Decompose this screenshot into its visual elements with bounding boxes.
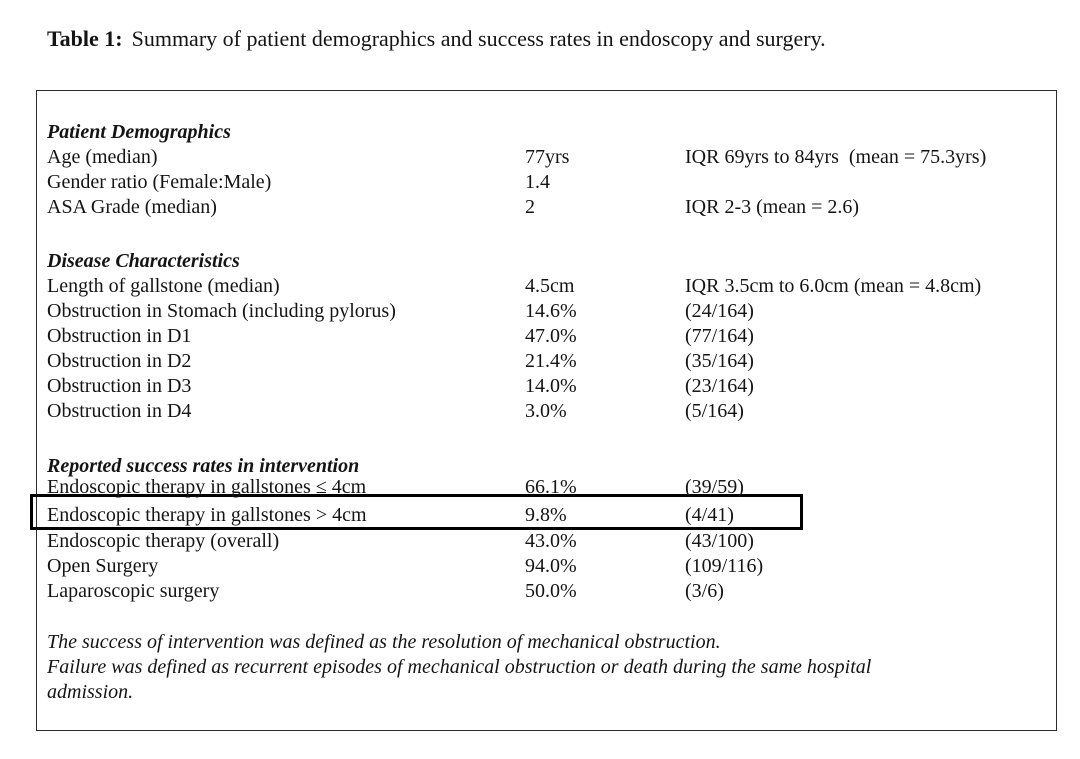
- section-header-success-rates: Reported success rates in intervention: [0, 454, 1080, 479]
- row-label: ASA Grade (median): [47, 196, 217, 218]
- section-header-label: Disease Characteristics: [47, 250, 240, 272]
- section-header-patient-demographics: Patient Demographics: [0, 120, 1080, 145]
- footnote-line: The success of intervention was defined …: [47, 631, 721, 653]
- section-header-label: Reported success rates in intervention: [47, 455, 360, 477]
- table-row: ASA Grade (median) 2 IQR 2-3 (mean = 2.6…: [0, 195, 1080, 220]
- row-label: Obstruction in D3: [47, 375, 192, 397]
- table-row: Endoscopic therapy (overall) 43.0% (43/1…: [0, 529, 1080, 554]
- table-row: Obstruction in D4 3.0% (5/164): [0, 399, 1080, 424]
- table-row: Obstruction in D1 47.0% (77/164): [0, 324, 1080, 349]
- row-label: Open Surgery: [47, 555, 159, 577]
- row-label: Endoscopic therapy in gallstones > 4cm: [47, 504, 367, 526]
- row-detail: IQR 69yrs to 84yrs (mean = 75.3yrs): [685, 146, 987, 168]
- row-label: Obstruction in D2: [47, 350, 192, 372]
- row-detail: (4/41): [685, 504, 734, 526]
- row-detail: (109/116): [685, 555, 764, 577]
- row-detail: (43/100): [685, 530, 754, 552]
- table-row-highlighted: Endoscopic therapy in gallstones > 4cm 9…: [0, 503, 1080, 528]
- row-label: Obstruction in D4: [47, 400, 192, 422]
- table-row: Length of gallstone (median) 4.5cm IQR 3…: [0, 274, 1080, 299]
- row-detail: (23/164): [685, 375, 754, 397]
- row-label: Obstruction in D1: [47, 325, 192, 347]
- row-value: 14.6%: [525, 300, 577, 322]
- section-header-disease-characteristics: Disease Characteristics: [0, 249, 1080, 274]
- row-detail: (35/164): [685, 350, 754, 372]
- table-row: Obstruction in D3 14.0% (23/164): [0, 374, 1080, 399]
- row-detail: (39/59): [685, 476, 744, 498]
- row-value: 47.0%: [525, 325, 577, 347]
- table-row: Obstruction in Stomach (including pyloru…: [0, 299, 1080, 324]
- row-detail: (3/6): [685, 580, 724, 602]
- row-detail: IQR 2-3 (mean = 2.6): [685, 196, 860, 218]
- row-label: Endoscopic therapy in gallstones ≤ 4cm: [47, 476, 367, 498]
- row-highlight-rectangle: [30, 494, 803, 530]
- section-header-label: Patient Demographics: [47, 121, 231, 143]
- row-value: 94.0%: [525, 555, 577, 577]
- table-number-label: Table 1:: [47, 26, 123, 51]
- footnote-line: admission.: [47, 681, 134, 703]
- row-value: 4.5cm: [525, 275, 575, 297]
- page-title: Table 1: Summary of patient demographics …: [47, 25, 826, 53]
- row-detail: IQR 3.5cm to 6.0cm (mean = 4.8cm): [685, 275, 982, 297]
- row-detail: (24/164): [685, 300, 754, 322]
- row-value: 2: [525, 196, 535, 218]
- row-label: Endoscopic therapy (overall): [47, 530, 280, 552]
- row-detail: (5/164): [685, 400, 744, 422]
- row-value: 1.4: [525, 171, 550, 193]
- row-value: 3.0%: [525, 400, 567, 422]
- table-caption-text: Summary of patient demographics and succ…: [131, 26, 826, 51]
- row-value: 77yrs: [525, 146, 570, 168]
- row-value: 9.8%: [525, 504, 567, 526]
- table-border-box: [36, 90, 1057, 731]
- row-label: Age (median): [47, 146, 158, 168]
- row-value: 50.0%: [525, 580, 577, 602]
- row-value: 43.0%: [525, 530, 577, 552]
- row-label: Laparoscopic surgery: [47, 580, 220, 602]
- row-label: Length of gallstone (median): [47, 275, 280, 297]
- table-row: Endoscopic therapy in gallstones ≤ 4cm 6…: [0, 475, 1080, 500]
- table-row: Obstruction in D2 21.4% (35/164): [0, 349, 1080, 374]
- footnote-line: Failure was defined as recurrent episode…: [47, 656, 872, 678]
- row-label: Gender ratio (Female:Male): [47, 171, 272, 193]
- table-row: Laparoscopic surgery 50.0% (3/6): [0, 579, 1080, 604]
- table-row: Open Surgery 94.0% (109/116): [0, 554, 1080, 579]
- row-label: Obstruction in Stomach (including pyloru…: [47, 300, 396, 322]
- row-detail: (77/164): [685, 325, 754, 347]
- row-value: 21.4%: [525, 350, 577, 372]
- table-row: Gender ratio (Female:Male) 1.4: [0, 170, 1080, 195]
- table-row: Age (median) 77yrs IQR 69yrs to 84yrs (m…: [0, 145, 1080, 170]
- row-value: 14.0%: [525, 375, 577, 397]
- row-value: 66.1%: [525, 476, 577, 498]
